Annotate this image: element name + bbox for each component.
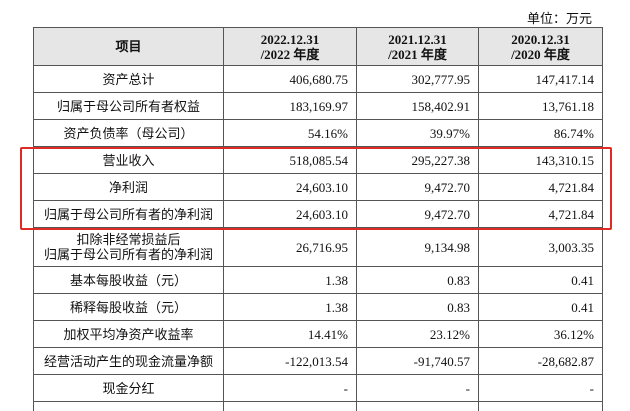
value-cell: 295,227.38	[356, 146, 479, 174]
table-row: 基本每股收益（元） 1.38 0.83 0.41	[33, 266, 603, 294]
value-cell: -	[223, 374, 357, 402]
value-cell: 3,003.35	[478, 227, 603, 267]
cell-text: 项目	[115, 39, 142, 54]
value-cell: 13,761.18	[478, 92, 603, 120]
value-cell: 14.41%	[223, 320, 357, 348]
cell-text: /2020 年度	[511, 46, 570, 62]
value-cell: -	[356, 374, 479, 402]
value-cell: 36.12%	[478, 320, 603, 348]
financial-table: 项目 2022.12.31/2022 年度 2021.12.31/2021 年度 20…	[33, 27, 603, 402]
value-cell: 1.38	[223, 266, 357, 294]
table-row: 资产负债率（母公司） 54.16% 39.97% 86.74%	[33, 119, 603, 147]
value-cell: 158,402.91	[356, 92, 479, 120]
cell-text: /2021 年度	[388, 46, 447, 62]
table-tail	[33, 401, 603, 411]
value-cell: 183,169.97	[223, 92, 357, 120]
cell-text: /2022 年度	[260, 46, 320, 62]
cell-text: 2021.12.31	[388, 31, 447, 47]
value-cell: 9,472.70	[356, 173, 479, 201]
cell-text: 归属于母公司所有者权益	[56, 98, 200, 114]
value-cell: 406,680.75	[223, 65, 357, 93]
value-cell: 4,721.84	[478, 173, 603, 201]
table-row: 扣除非经常损益后 归属于母公司所有者的净利润 26,716.95 9,134.98 3,…	[33, 227, 603, 267]
cell-text: 2020.12.31	[511, 31, 570, 47]
unit-label: 单位：万元	[526, 11, 592, 26]
row-label: 加权平均净资产收益率	[33, 320, 224, 348]
table-row: 归属于母公司所有者的净利润 24,603.10 9,472.70 4,721.84	[33, 200, 603, 228]
value-cell: -28,682.87	[478, 347, 603, 375]
cell-text: 经营活动产生的现金流量净额	[43, 353, 213, 369]
value-cell: -	[478, 374, 603, 402]
cell-text: 营业收入	[102, 152, 155, 168]
value-cell: 0.83	[356, 266, 479, 294]
highlight-box	[20, 147, 612, 230]
table-row: 加权平均净资产收益率 14.41% 23.12% 36.12%	[33, 320, 603, 348]
header-cell: 2022.12.31/2022 年度	[223, 27, 357, 66]
header-cell: 2020.12.31/2020 年度	[478, 27, 603, 66]
value-cell: 24,603.10	[223, 200, 357, 228]
value-cell: 9,134.98	[356, 227, 479, 267]
value-cell: 4,721.84	[478, 200, 603, 228]
value-cell: 39.97%	[356, 119, 479, 147]
table-row: 资产总计 406,680.75 302,777.95 147,417.14	[33, 65, 603, 93]
cell-text: 2022.12.31	[260, 31, 320, 47]
cell-text: 归属于母公司所有者的净利润	[43, 206, 213, 222]
cell-text: 稀释每股收益（元）	[69, 299, 187, 315]
value-cell: 0.83	[356, 293, 479, 321]
value-cell: 23.12%	[356, 320, 479, 348]
table-row: 经营活动产生的现金流量净额 -122,013.54 -91,740.57 -28,68…	[33, 347, 603, 375]
value-cell: 54.16%	[223, 119, 357, 147]
value-cell: 1.38	[223, 293, 357, 321]
header-cell: 2021.12.31/2021 年度	[356, 27, 479, 66]
value-cell: -122,013.54	[223, 347, 357, 375]
header-cell: 项目	[33, 27, 224, 66]
row-label: 资产负债率（母公司）	[33, 119, 224, 147]
row-label: 归属于母公司所有者权益	[33, 92, 224, 120]
row-label: 扣除非经常损益后 归属于母公司所有者的净利润	[33, 227, 224, 267]
table-row: 稀释每股收益（元） 1.38 0.83 0.41	[33, 293, 603, 321]
row-label: 资产总计	[33, 65, 224, 93]
cell-text: 资产负债率（母公司）	[63, 125, 194, 141]
cell-text: 加权平均净资产收益率	[63, 326, 194, 342]
value-cell: 9,472.70	[356, 200, 479, 228]
row-label: 现金分红	[33, 374, 224, 402]
header-row: 项目 2022.12.31/2022 年度 2021.12.31/2021 年度 20…	[33, 27, 603, 66]
value-cell: 302,777.95	[356, 65, 479, 93]
cell-text: 基本每股收益（元）	[69, 272, 187, 288]
table-row: 现金分红 - - -	[33, 374, 603, 402]
value-cell: 0.41	[478, 293, 603, 321]
row-label: 基本每股收益（元）	[33, 266, 224, 294]
value-cell: 0.41	[478, 266, 603, 294]
value-cell: 147,417.14	[478, 65, 603, 93]
cell-text: 净利润	[108, 179, 148, 195]
row-label: 营业收入	[33, 146, 224, 174]
value-cell: 86.74%	[478, 119, 603, 147]
row-label: 经营活动产生的现金流量净额	[33, 347, 224, 375]
cell-text: 归属于母公司所有者的净利润	[43, 247, 213, 262]
cell-text: 现金分红	[102, 380, 155, 396]
value-cell: 26,716.95	[223, 227, 357, 267]
row-label: 稀释每股收益（元）	[33, 293, 224, 321]
value-cell: -91,740.57	[356, 347, 479, 375]
cell-text: 资产总计	[102, 71, 155, 87]
table-row: 归属于母公司所有者权益 183,169.97 158,402.91 13,761.18	[33, 92, 603, 120]
cell-text: 扣除非经常损益后	[76, 232, 181, 247]
